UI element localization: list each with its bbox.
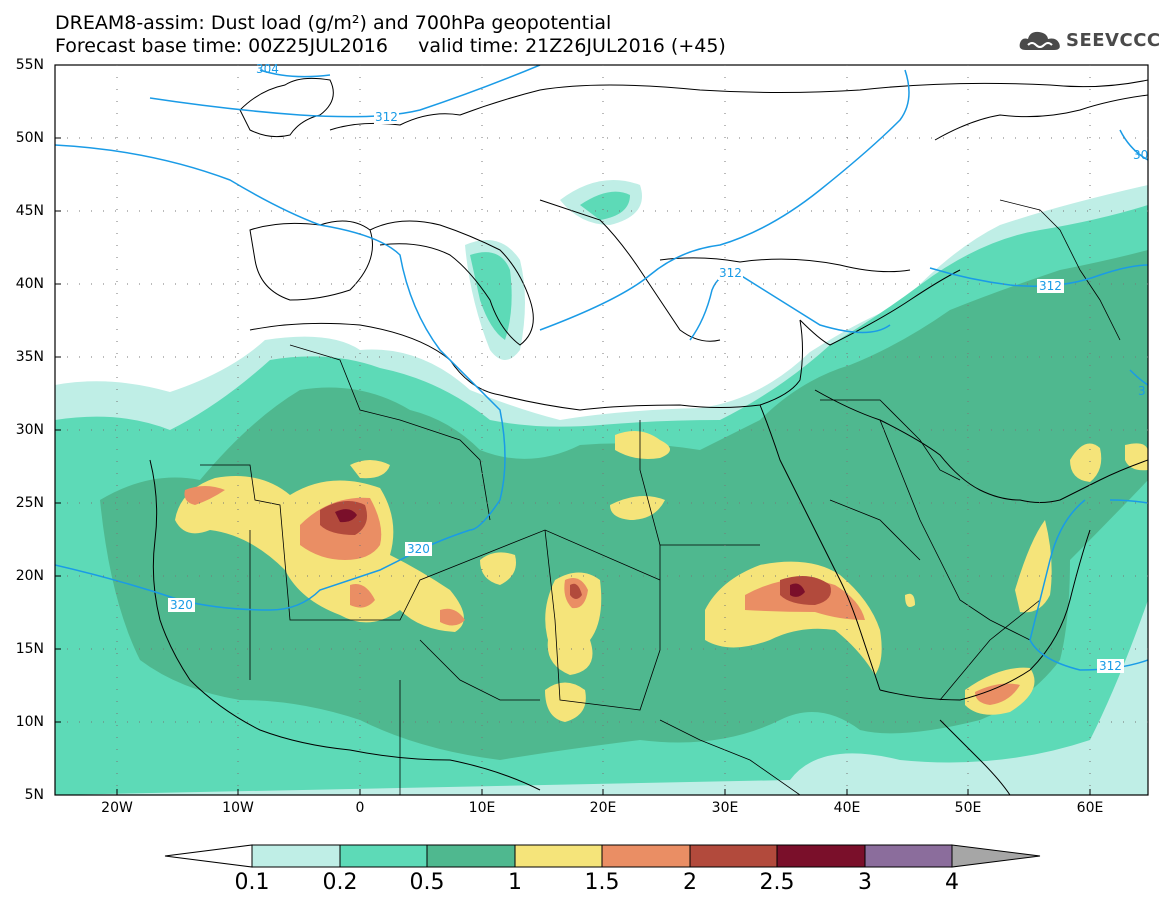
contour-label: 312 [718,266,743,280]
lon-tick-label: 30E [711,800,739,816]
lat-tick-label: 30N [15,422,44,438]
contour-label: 312 [1097,659,1124,673]
lon-tick-label: 50E [954,800,982,816]
lon-tick-label: 60E [1076,800,1104,816]
logo-text: SEEVCCC [1066,30,1161,51]
dust-field [55,65,1148,795]
cloud-icon [1019,31,1060,50]
colorbar-label: 0.1 [234,870,270,895]
colorbar-bin-7 [776,844,866,868]
colorbar-bin-3 [426,844,516,868]
colorbar [164,844,1041,868]
seevccc-logo: SEEVCCC [1018,28,1161,54]
contour-label: 320 [405,542,432,556]
lat-tick-label: 45N [15,203,44,219]
colorbar-label: 0.2 [322,870,358,895]
contour-label: 3 [1138,384,1146,398]
tick-marks [55,137,1091,795]
colorbar-under-arrow [164,844,253,868]
lon-tick-label: 10E [468,800,496,816]
colorbar-label: 1 [508,870,522,895]
contour-label: 30 [1133,148,1149,162]
colorbar-bin-2 [339,844,428,868]
lat-tick-label: 20N [15,568,44,584]
colorbar-label: 4 [945,870,959,895]
coastlines [149,77,1148,795]
colorbar-bin-4 [514,844,603,868]
colorbar-label: 0.5 [409,870,445,895]
colorbar-bin-6 [689,844,778,868]
colorbar-label: 1.5 [584,870,620,895]
lat-tick-label: 5N [24,787,44,803]
borders [200,199,1121,795]
lat-tick-label: 15N [15,641,44,657]
lon-tick-label: 20E [589,800,617,816]
colorbar-bin-8 [864,844,953,868]
lon-tick-label: 10W [222,800,254,816]
colorbar-label: 3 [858,870,872,895]
lat-tick-label: 35N [15,349,44,365]
lat-tick-label: 50N [15,130,44,146]
lat-tick-label: 40N [15,276,44,292]
colorbar-label: 2.5 [759,870,795,895]
contour-label: 304 [256,62,279,76]
lat-tick-label: 25N [15,495,44,511]
lon-tick-label: 20W [101,800,133,816]
lat-tick-label: 55N [15,57,44,73]
lat-tick-label: 10N [15,714,44,730]
colorbar-label: 2 [683,870,697,895]
contour-label: 312 [1037,279,1064,293]
colorbar-bin-5 [601,844,691,868]
contour-label: 320 [168,598,195,612]
geopotential-contours [55,65,1148,671]
dust-level-2-5 [335,509,357,523]
map-subtitle: Forecast base time: 00Z25JUL2016 valid t… [55,35,726,57]
contour-label: 312 [374,110,399,124]
colorbar-over-arrow [951,844,1041,868]
map-title: DREAM8-assim: Dust load (g/m²) and 700hP… [55,12,612,34]
colorbar-bin-1 [251,844,341,868]
lon-tick-label: 40E [833,800,861,816]
lon-tick-label: 0 [355,800,365,816]
